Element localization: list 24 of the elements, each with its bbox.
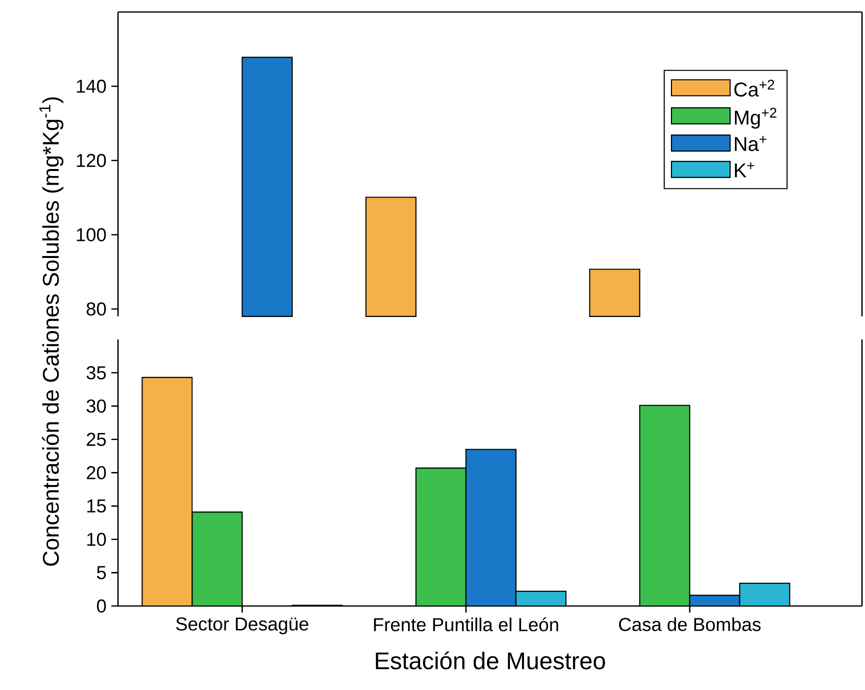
- y-tick-label: 140: [76, 80, 106, 93]
- y-tick-label: 5: [96, 566, 106, 580]
- y-tick-label: 25: [86, 432, 106, 446]
- y-tick-label: 100: [76, 228, 106, 242]
- y-tick-label: 80: [86, 302, 106, 316]
- y-tick-label: 0: [96, 599, 106, 613]
- y-tick-label: 20: [86, 466, 106, 480]
- legend-label: K$^{+}$: [734, 162, 754, 178]
- x-tick-label: Sector Desagüe: [176, 617, 308, 634]
- bar: [739, 582, 790, 606]
- x-tick-label: Casa de Bombas: [619, 617, 761, 632]
- legend-label: Ca$^{+2}$: [734, 80, 774, 97]
- y-tick-label: 35: [86, 366, 106, 380]
- y-tick-label: 30: [86, 399, 106, 413]
- x-tick-label: Frente Puntilla el León: [374, 617, 558, 632]
- bar: [515, 590, 566, 606]
- y-axis-title: Concentración de Cationes Solubles (mg*Kg$^{-1}$): [39, 97, 64, 566]
- legend-label: Na$^{+}$: [734, 136, 766, 152]
- y-tick-label: 15: [87, 500, 106, 513]
- bar: [465, 448, 516, 606]
- x-axis-title: Estación de Muestreo: [376, 651, 606, 670]
- y-tick-label: 10: [87, 532, 106, 546]
- y-tick-label: 120: [76, 154, 106, 168]
- legend-label: Mg$^{+2}$: [734, 108, 776, 129]
